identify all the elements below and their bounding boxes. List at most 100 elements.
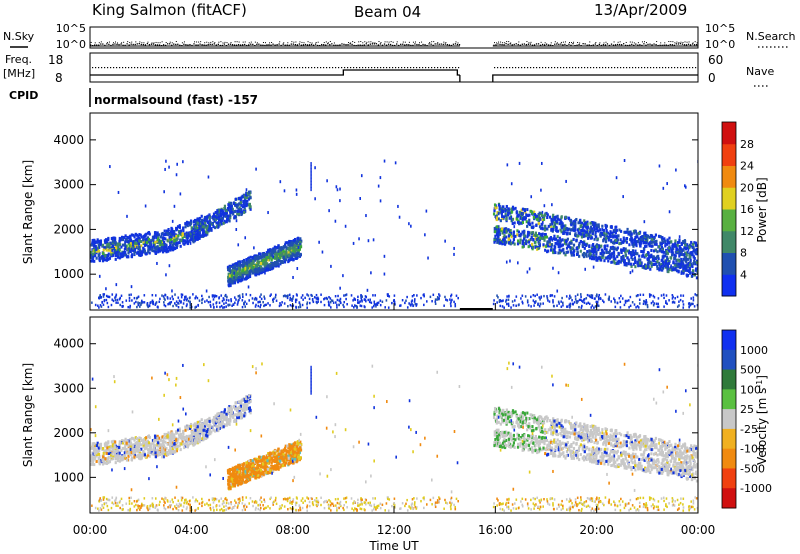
power-cell <box>211 294 214 297</box>
power-cell <box>213 306 215 309</box>
power-cell <box>289 246 292 250</box>
power-cell <box>194 235 198 239</box>
power-cell <box>207 175 210 179</box>
power-cell <box>189 221 193 225</box>
power-cell <box>641 238 644 242</box>
power-cell <box>642 293 645 297</box>
nsearch-point <box>404 41 406 43</box>
power-cell <box>572 243 576 247</box>
power-cell <box>160 243 164 247</box>
power-cell <box>446 299 449 302</box>
power-cell <box>292 304 295 307</box>
power-cell <box>175 245 178 249</box>
power-cell <box>244 198 247 202</box>
power-cell <box>416 294 418 297</box>
noise-point <box>598 43 600 46</box>
nave-point <box>536 67 538 69</box>
nave-point <box>158 67 160 69</box>
noise-point <box>353 44 355 47</box>
power-cell <box>644 254 648 258</box>
power-cell <box>142 301 144 304</box>
power-cell <box>166 249 169 253</box>
power-cell <box>237 295 240 298</box>
noise-point <box>327 43 329 45</box>
nave-point <box>446 67 448 69</box>
nsearch-point <box>613 41 615 43</box>
power-cell <box>227 208 230 212</box>
power-cell <box>164 293 166 297</box>
noise-point <box>286 44 288 46</box>
nsearch-point <box>388 41 390 43</box>
nsearch-point <box>595 42 597 44</box>
power-cell <box>246 266 249 270</box>
power-cell <box>148 245 151 249</box>
power-cell <box>282 245 285 249</box>
nsearch-point <box>370 41 372 43</box>
nave-point <box>497 67 499 69</box>
power-cell <box>357 295 359 298</box>
nave-point <box>614 67 616 69</box>
power-cell <box>592 251 595 255</box>
power-cell <box>399 304 401 307</box>
power-cell <box>161 231 164 235</box>
power-cell <box>339 297 342 301</box>
noise-point <box>436 43 438 45</box>
nave-point <box>128 67 130 69</box>
power-cell <box>355 304 358 308</box>
power-cell <box>142 240 145 244</box>
power-cell <box>231 304 233 307</box>
power-cell <box>575 252 579 256</box>
power-cell <box>495 231 499 235</box>
power-cell <box>664 241 667 245</box>
power-cell <box>190 237 193 241</box>
power-cell <box>694 268 698 272</box>
power-cell <box>245 188 248 192</box>
power-cell <box>497 225 500 229</box>
power-cell <box>99 239 103 243</box>
nsearch-point <box>315 42 317 44</box>
nave-point <box>122 67 124 69</box>
power-cell <box>326 179 328 183</box>
power-cell <box>618 242 621 246</box>
power-cell <box>245 262 249 266</box>
nave-point <box>182 67 184 69</box>
power-cell <box>109 165 111 169</box>
nave-point <box>287 67 289 69</box>
power-cell <box>414 302 417 306</box>
power-cell <box>604 226 608 230</box>
noise-point <box>546 43 548 45</box>
nsearch-point <box>414 41 416 43</box>
power-cell <box>650 293 652 297</box>
power-cell <box>277 249 280 253</box>
power-cell <box>597 225 600 229</box>
nsearch-point <box>325 41 327 43</box>
power-cell <box>171 228 174 232</box>
power-cell <box>410 224 412 228</box>
power-cell <box>686 269 689 273</box>
power-cell <box>577 221 580 225</box>
noise-point <box>586 44 588 46</box>
power-cell <box>664 264 668 268</box>
power-cell <box>498 300 501 303</box>
velocity-cell <box>106 460 109 464</box>
power-cell <box>157 236 160 240</box>
power-cell <box>268 248 271 252</box>
power-cell <box>174 293 176 296</box>
power-cell <box>105 258 108 262</box>
power-cell <box>411 295 414 298</box>
power-cell <box>678 235 681 239</box>
power-cell <box>244 271 247 275</box>
nave-point <box>626 67 628 69</box>
power-cell <box>686 246 689 250</box>
power-cell <box>247 256 251 260</box>
power-cell <box>280 303 282 307</box>
power-cell <box>353 306 355 309</box>
power-cell <box>688 246 691 250</box>
power-cell <box>589 234 592 238</box>
power-y-tick-label: 3000 <box>53 178 84 192</box>
power-cell <box>239 296 241 299</box>
power-cell <box>633 239 636 243</box>
nsearch-point <box>214 42 216 44</box>
power-cell <box>575 217 578 221</box>
power-cell <box>91 301 93 304</box>
